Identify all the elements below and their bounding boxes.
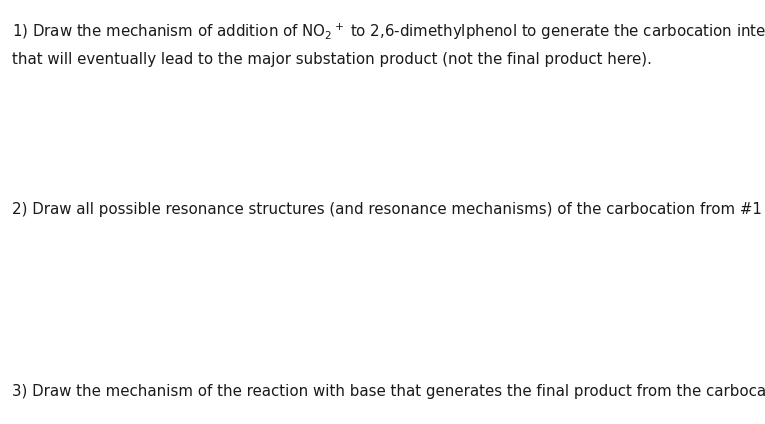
Text: 2) Draw all possible resonance structures (and resonance mechanisms) of the carb: 2) Draw all possible resonance structure… [12,202,762,217]
Text: 1) Draw the mechanism of addition of NO$_2$$^+$ to 2,6-dimethylphenol to generat: 1) Draw the mechanism of addition of NO$… [12,22,765,42]
Text: 3) Draw the mechanism of the reaction with base that generates the final product: 3) Draw the mechanism of the reaction wi… [12,384,765,399]
Text: that will eventually lead to the major substation product (not the final product: that will eventually lead to the major s… [12,52,652,67]
